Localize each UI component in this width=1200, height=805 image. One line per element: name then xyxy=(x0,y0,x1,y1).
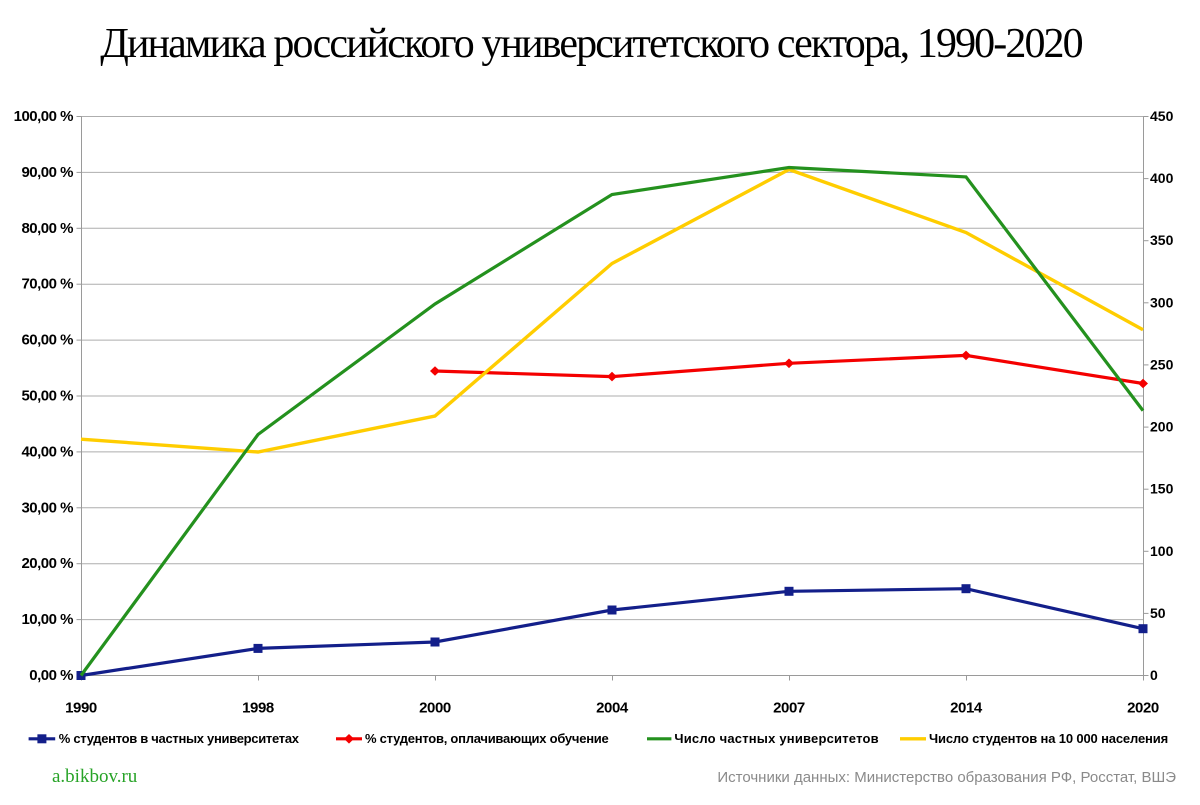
svg-text:10,00 %: 10,00 % xyxy=(21,611,73,628)
svg-text:100: 100 xyxy=(1150,543,1174,559)
svg-text:Число частных университетов: Число частных университетов xyxy=(674,731,878,746)
svg-text:80,00 %: 80,00 % xyxy=(21,220,73,237)
svg-text:30,00 %: 30,00 % xyxy=(21,499,73,516)
svg-text:0,00 %: 0,00 % xyxy=(29,667,73,684)
svg-text:450: 450 xyxy=(1150,108,1174,124)
svg-text:20,00 %: 20,00 % xyxy=(21,555,73,572)
svg-text:Источники данных: Министерство: Источники данных: Министерство образован… xyxy=(717,769,1176,786)
svg-text:60,00 %: 60,00 % xyxy=(21,332,73,349)
svg-text:70,00 %: 70,00 % xyxy=(21,276,73,293)
svg-text:Динамика российского университ: Динамика российского университетского се… xyxy=(100,21,1082,67)
svg-text:1990: 1990 xyxy=(65,700,97,717)
svg-text:2000: 2000 xyxy=(419,700,451,717)
svg-text:250: 250 xyxy=(1150,356,1174,372)
svg-text:2004: 2004 xyxy=(596,700,629,717)
svg-text:100,00 %: 100,00 % xyxy=(14,108,74,125)
svg-text:2014: 2014 xyxy=(950,700,983,717)
svg-text:50,00 %: 50,00 % xyxy=(21,388,73,405)
svg-text:% студентов в частных универси: % студентов в частных университетах xyxy=(59,731,300,746)
svg-text:% студентов, оплачивающих обуч: % студентов, оплачивающих обучение xyxy=(365,731,609,746)
svg-text:Число студентов на 10 000 насе: Число студентов на 10 000 населения xyxy=(929,731,1168,746)
svg-text:300: 300 xyxy=(1150,294,1174,310)
svg-text:1998: 1998 xyxy=(242,700,274,717)
svg-text:50: 50 xyxy=(1150,605,1166,621)
svg-text:a.bikbov.ru: a.bikbov.ru xyxy=(52,766,138,787)
svg-text:200: 200 xyxy=(1150,419,1174,435)
svg-text:2007: 2007 xyxy=(773,700,805,717)
svg-text:90,00 %: 90,00 % xyxy=(21,164,73,181)
svg-text:400: 400 xyxy=(1150,170,1174,186)
svg-text:350: 350 xyxy=(1150,232,1174,248)
svg-text:150: 150 xyxy=(1150,481,1174,497)
svg-text:40,00 %: 40,00 % xyxy=(21,443,73,460)
svg-text:0: 0 xyxy=(1150,667,1158,683)
svg-text:2020: 2020 xyxy=(1127,700,1159,717)
